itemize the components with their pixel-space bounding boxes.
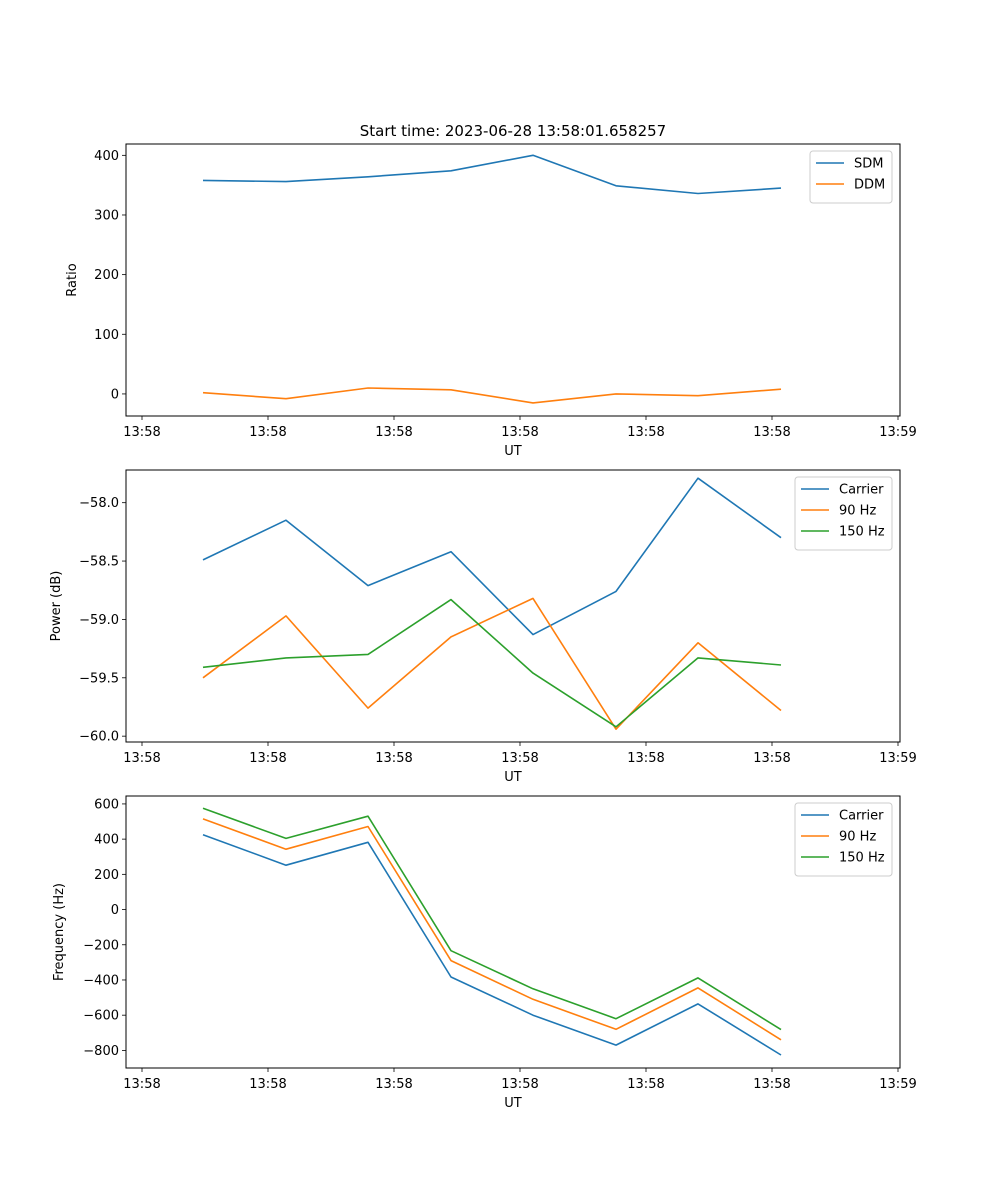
legend: Carrier 90 Hz 150 Hz — [794, 802, 893, 877]
series-line-90-hz — [202, 818, 782, 1041]
y-tick-label: 400 — [94, 149, 119, 164]
legend-label: SDM — [854, 157, 883, 172]
legend-label: 90 Hz — [839, 830, 876, 845]
chart-title: Start time: 2023-06-28 13:58:01.658257 — [360, 122, 666, 140]
series-line-150-hz — [202, 598, 782, 728]
x-tick-label: 13:58 — [123, 751, 160, 766]
x-tick-label: 13:58 — [627, 751, 664, 766]
y-tick-label: 600 — [94, 797, 119, 812]
x-tick-label: 13:58 — [753, 751, 790, 766]
x-tick-label: 13:59 — [879, 425, 916, 440]
y-tick-label: −59.5 — [79, 671, 119, 686]
y-tick-label: −58.0 — [79, 496, 119, 511]
series-line-carrier — [202, 477, 782, 636]
y-tick-label: −59.0 — [79, 613, 119, 628]
x-tick-label: 13:58 — [249, 751, 286, 766]
y-tick-label: 0 — [111, 387, 119, 402]
series-line-150-hz — [202, 807, 782, 1031]
x-axis-label: UT — [504, 1096, 522, 1111]
subplot-1: 13:58 13:58 13:58 13:58 13:58 13:58 13:59 0 100 2… — [65, 143, 917, 459]
x-tick-label: 13:58 — [249, 425, 286, 440]
subplot-2: 13:58 13:58 13:58 13:58 13:58 13:58 13:59 −60.0… — [49, 469, 917, 785]
x-axis-label: UT — [504, 444, 522, 459]
y-tick-label: −60.0 — [79, 730, 119, 745]
x-tick-label: 13:58 — [375, 751, 412, 766]
y-tick-label: 400 — [94, 833, 119, 848]
legend-box — [809, 150, 893, 204]
x-tick-label: 13:59 — [879, 1077, 916, 1092]
plot-frame — [125, 143, 901, 417]
x-axis-label: UT — [504, 770, 522, 785]
x-tick-label: 13:58 — [753, 425, 790, 440]
x-tick-label: 13:58 — [627, 1077, 664, 1092]
x-tick-label: 13:58 — [753, 1077, 790, 1092]
series-line-carrier — [202, 833, 782, 1056]
y-tick-label: 200 — [94, 268, 119, 283]
legend-label: 150 Hz — [839, 525, 885, 540]
y-tick-label: 300 — [94, 208, 119, 223]
y-tick-label: −800 — [83, 1044, 119, 1059]
legend-label: Carrier — [839, 483, 884, 498]
x-tick-label: 13:58 — [249, 1077, 286, 1092]
x-tick-label: 13:58 — [501, 751, 538, 766]
y-tick-label: 100 — [94, 328, 119, 343]
y-tick-label: −200 — [83, 938, 119, 953]
plot-frame — [125, 469, 901, 743]
series-line-sdm — [202, 154, 782, 195]
y-tick-label: −600 — [83, 1009, 119, 1024]
legend: SDM DDM — [809, 150, 893, 204]
legend-label: DDM — [854, 178, 885, 193]
x-tick-label: 13:59 — [879, 751, 916, 766]
y-axis-label: Power (dB) — [49, 571, 64, 642]
x-tick-label: 13:58 — [375, 425, 412, 440]
series-line-ddm — [202, 387, 782, 404]
plot-frame — [125, 795, 901, 1069]
legend-label: 90 Hz — [839, 504, 876, 519]
y-tick-label: −58.5 — [79, 555, 119, 570]
y-tick-label: 200 — [94, 868, 119, 883]
x-tick-label: 13:58 — [123, 425, 160, 440]
legend: Carrier 90 Hz 150 Hz — [794, 476, 893, 551]
y-axis-label: Frequency (Hz) — [52, 883, 67, 981]
subplot-3: 13:58 13:58 13:58 13:58 13:58 13:58 13:59 −800 −… — [52, 795, 917, 1111]
x-tick-label: 13:58 — [123, 1077, 160, 1092]
legend-label: Carrier — [839, 809, 884, 824]
series-line-90-hz — [202, 597, 782, 731]
x-tick-label: 13:58 — [501, 425, 538, 440]
x-tick-label: 13:58 — [375, 1077, 412, 1092]
y-tick-label: 0 — [111, 903, 119, 918]
y-axis-label: Ratio — [65, 263, 80, 296]
legend-label: 150 Hz — [839, 851, 885, 866]
x-tick-label: 13:58 — [501, 1077, 538, 1092]
x-tick-label: 13:58 — [627, 425, 664, 440]
y-tick-label: −400 — [83, 973, 119, 988]
